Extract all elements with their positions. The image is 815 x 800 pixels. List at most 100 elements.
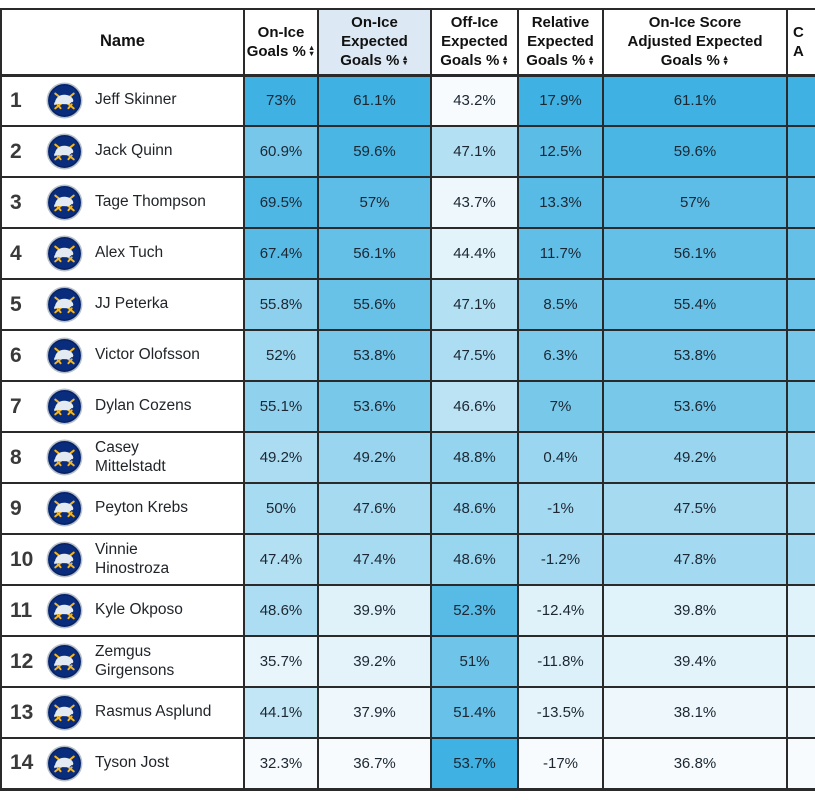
header-line: Adjusted Expected [627, 33, 763, 51]
column-header-on-ice-score-adjusted-expected-goals[interactable]: On-Ice Score Adjusted Expected Goals % ▲ ▼ [602, 7, 788, 77]
player-cell: 1 Jeff Skinner [0, 74, 245, 128]
table-row: 3 Tage Thompson 69.5% 57% 43.7% 13.3% 57% [0, 176, 815, 230]
player-cell-content: 7 Dylan Cozens [2, 386, 243, 427]
table-row: 4 Alex Tuch 67.4% 56.1% 44.4% 11.7% 56.1% [0, 227, 815, 281]
player-rank: 13 [10, 700, 34, 724]
player-cell: 9 Peyton Krebs [0, 482, 245, 536]
header-line: Goals % [246, 42, 306, 60]
team-logo [44, 286, 84, 323]
header-row: Name On-Ice Goals % ▲ ▼ On-Ice Expected Goals %… [0, 7, 815, 77]
stat-cell-partial [786, 737, 815, 791]
player-cell: 2 Jack Quinn [0, 125, 245, 179]
sort-icon[interactable]: ▲ ▼ [307, 42, 316, 58]
stat-cell-on-ice-score-adjusted-expected-goals: 55.4% [602, 278, 788, 332]
player-rank: 8 [10, 445, 22, 469]
stat-cell-on-ice-score-adjusted-expected-goals: 49.2% [602, 431, 788, 485]
player-cell: 4 Alex Tuch [0, 227, 245, 281]
stat-cell-on-ice-score-adjusted-expected-goals: 61.1% [602, 74, 788, 128]
table-row: 13 Rasmus Asplund 44.1% 37.9% 51.4% -13.5% 38.… [0, 686, 815, 740]
player-name: Alex Tuch [95, 244, 164, 262]
header-line: Goals % [340, 52, 400, 70]
stat-cell-partial [786, 686, 815, 740]
player-rank: 6 [10, 343, 22, 367]
stat-cell-on-ice-score-adjusted-expected-goals: 59.6% [602, 125, 788, 179]
player-name: JJ Peterka [95, 295, 169, 313]
player-name: Tyson Jost [95, 753, 170, 771]
stat-cell-off-ice-expected-goals: 44.4% [430, 227, 519, 281]
stat-cell-off-ice-expected-goals: 46.6% [430, 380, 519, 434]
stat-cell-on-ice-score-adjusted-expected-goals: 36.8% [602, 737, 788, 791]
sabres-logo-icon [46, 694, 82, 731]
player-cell-content: 6 Victor Olofsson [2, 335, 243, 376]
player-cell-content: 11 Kyle Okposo [2, 590, 243, 631]
stat-cell-on-ice-expected-goals: 59.6% [317, 125, 432, 179]
player-cell: 5 JJ Peterka [0, 278, 245, 332]
header-line: Name [100, 32, 145, 51]
team-logo [44, 439, 84, 476]
header-line: Goals % [660, 52, 720, 70]
team-logo [44, 184, 84, 221]
stat-cell-on-ice-score-adjusted-expected-goals: 39.4% [602, 635, 788, 689]
player-rank: 4 [10, 241, 22, 265]
stat-cell-on-ice-score-adjusted-expected-goals: 57% [602, 176, 788, 230]
header-line: On-Ice [257, 23, 305, 41]
player-rank: 7 [10, 394, 22, 418]
stat-cell-relative-expected-goals: -11.8% [517, 635, 604, 689]
stat-cell-on-ice-expected-goals: 57% [317, 176, 432, 230]
team-logo [44, 541, 84, 578]
stat-cell-on-ice-expected-goals: 49.2% [317, 431, 432, 485]
stat-cell-on-ice-goals: 55.1% [243, 380, 319, 434]
stat-cell-on-ice-expected-goals: 36.7% [317, 737, 432, 791]
team-logo [44, 592, 84, 629]
player-cell: 8 Casey Mittelstadt [0, 431, 245, 485]
player-rank: 10 [10, 547, 34, 571]
column-header-on-ice-goals[interactable]: On-Ice Goals % ▲ ▼ [243, 7, 319, 77]
player-cell: 6 Victor Olofsson [0, 329, 245, 383]
stat-cell-partial [786, 278, 815, 332]
player-name: Victor Olofsson [95, 346, 200, 364]
stat-cell-off-ice-expected-goals: 43.2% [430, 74, 519, 128]
sort-icon[interactable]: ▲ ▼ [587, 52, 595, 68]
player-cell: 14 Tyson Jost [0, 737, 245, 791]
table-row: 11 Kyle Okposo 48.6% 39.9% 52.3% -12.4% 39.8% [0, 584, 815, 638]
stat-cell-relative-expected-goals: 17.9% [517, 74, 604, 128]
stat-cell-partial [786, 329, 815, 383]
stat-cell-partial [786, 584, 815, 638]
stat-cell-off-ice-expected-goals: 53.7% [430, 737, 519, 791]
player-name: Peyton Krebs [95, 499, 189, 517]
stat-cell-relative-expected-goals: 6.3% [517, 329, 604, 383]
header-line: Expected [341, 33, 408, 51]
stat-cell-off-ice-expected-goals: 51.4% [430, 686, 519, 740]
stat-cell-relative-expected-goals: 12.5% [517, 125, 604, 179]
column-header-name[interactable]: Name [0, 7, 245, 77]
column-header-off-ice-expected-goals[interactable]: Off-Ice Expected Goals % ▲ ▼ [430, 7, 519, 77]
stat-cell-on-ice-goals: 69.5% [243, 176, 319, 230]
stat-cell-relative-expected-goals: -1.2% [517, 533, 604, 587]
table-row: 9 Peyton Krebs 50% 47.6% 48.6% -1% 47.5% [0, 482, 815, 536]
stat-cell-partial [786, 74, 815, 128]
stat-cell-partial [786, 227, 815, 281]
sort-icon[interactable]: ▲ ▼ [401, 52, 409, 68]
column-header-relative-expected-goals[interactable]: Relative Expected Goals % ▲ ▼ [517, 7, 604, 77]
sabres-logo-icon [46, 439, 82, 476]
player-name: Kyle Okposo [95, 601, 183, 619]
stat-cell-relative-expected-goals: 8.5% [517, 278, 604, 332]
player-rank: 1 [10, 88, 22, 112]
column-header-on-ice-expected-goals[interactable]: On-Ice Expected Goals % ▲ ▼ [317, 7, 432, 77]
stat-cell-on-ice-goals: 48.6% [243, 584, 319, 638]
player-cell-content: 4 Alex Tuch [2, 233, 243, 274]
stat-cell-on-ice-expected-goals: 37.9% [317, 686, 432, 740]
player-cell-content: 1 Jeff Skinner [2, 80, 243, 121]
stat-cell-on-ice-goals: 60.9% [243, 125, 319, 179]
stat-cell-partial [786, 380, 815, 434]
stat-cell-partial [786, 482, 815, 536]
sort-icon[interactable]: ▲ ▼ [501, 52, 509, 68]
sabres-logo-icon [46, 337, 82, 374]
stat-cell-on-ice-score-adjusted-expected-goals: 53.8% [602, 329, 788, 383]
stat-cell-partial [786, 635, 815, 689]
stat-cell-relative-expected-goals: 0.4% [517, 431, 604, 485]
sort-icon[interactable]: ▲ ▼ [721, 52, 730, 68]
stat-cell-on-ice-goals: 55.8% [243, 278, 319, 332]
team-logo [44, 82, 84, 119]
